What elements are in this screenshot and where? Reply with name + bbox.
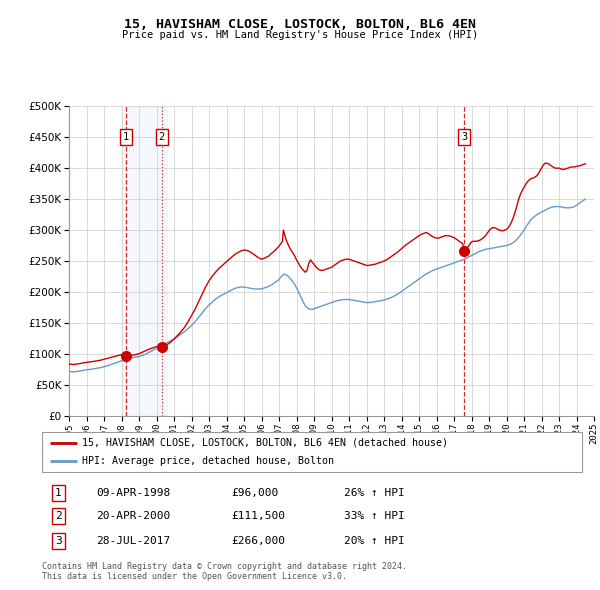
Text: 2: 2 (55, 512, 62, 521)
Text: 20-APR-2000: 20-APR-2000 (96, 512, 170, 521)
Text: Contains HM Land Registry data © Crown copyright and database right 2024.
This d: Contains HM Land Registry data © Crown c… (42, 562, 407, 581)
Text: 09-APR-1998: 09-APR-1998 (96, 489, 170, 498)
Text: 15, HAVISHAM CLOSE, LOSTOCK, BOLTON, BL6 4EN: 15, HAVISHAM CLOSE, LOSTOCK, BOLTON, BL6… (124, 18, 476, 31)
Text: 15, HAVISHAM CLOSE, LOSTOCK, BOLTON, BL6 4EN (detached house): 15, HAVISHAM CLOSE, LOSTOCK, BOLTON, BL6… (83, 438, 449, 448)
Text: 1: 1 (123, 132, 130, 142)
Text: Price paid vs. HM Land Registry's House Price Index (HPI): Price paid vs. HM Land Registry's House … (122, 30, 478, 40)
Text: 28-JUL-2017: 28-JUL-2017 (96, 536, 170, 546)
Text: 26% ↑ HPI: 26% ↑ HPI (344, 489, 405, 498)
Text: HPI: Average price, detached house, Bolton: HPI: Average price, detached house, Bolt… (83, 456, 335, 466)
Text: £266,000: £266,000 (231, 536, 285, 546)
Bar (121, 106, 167, 416)
FancyBboxPatch shape (42, 432, 582, 472)
Text: 33% ↑ HPI: 33% ↑ HPI (344, 512, 405, 521)
Text: 2: 2 (158, 132, 165, 142)
Text: 3: 3 (461, 132, 467, 142)
Text: 20% ↑ HPI: 20% ↑ HPI (344, 536, 405, 546)
Text: £96,000: £96,000 (231, 489, 278, 498)
Text: 1: 1 (55, 489, 62, 498)
Text: 3: 3 (55, 536, 62, 546)
Text: £111,500: £111,500 (231, 512, 285, 521)
